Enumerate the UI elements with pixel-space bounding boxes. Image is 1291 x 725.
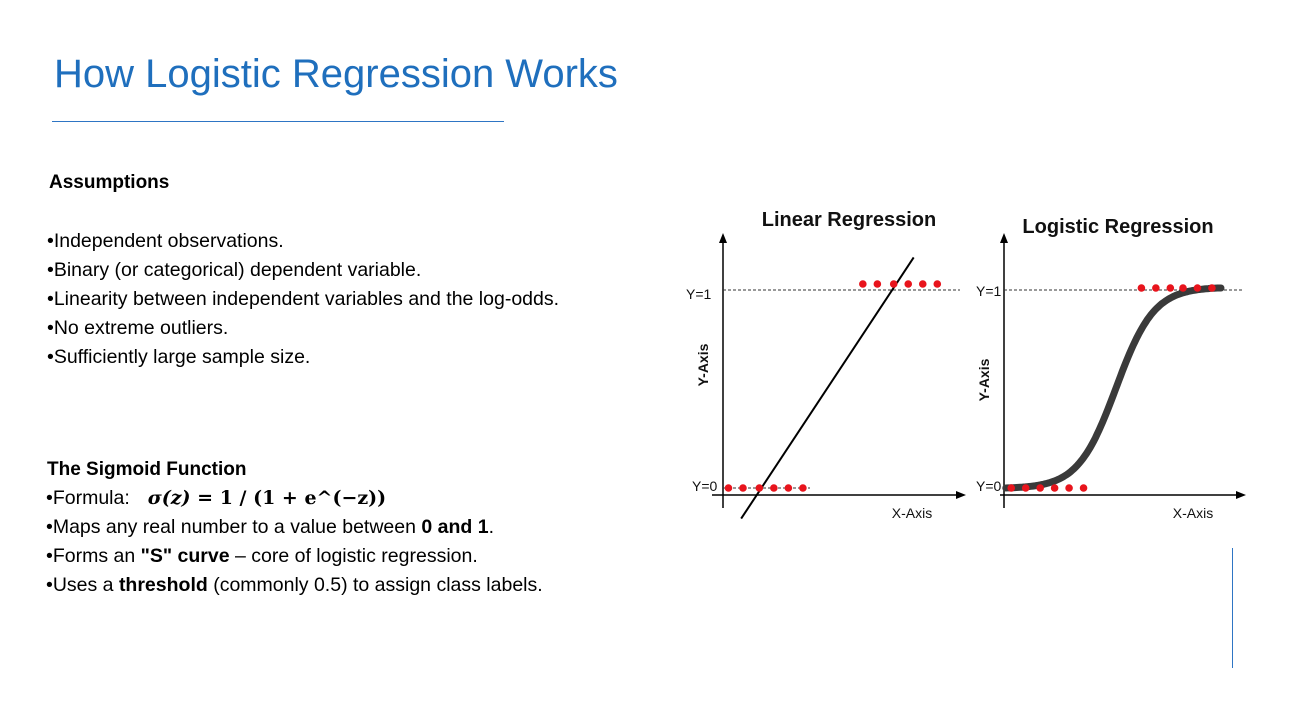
data-point — [889, 280, 898, 288]
sigmoid-curve — [1002, 284, 1225, 492]
data-point — [1193, 284, 1202, 292]
logistic-y-axis-label: Y-Axis — [976, 358, 992, 401]
data-point — [739, 484, 747, 492]
assumption-item: •Linearity between independent variables… — [47, 288, 560, 310]
logistic-chart-title: Logistic Regression — [1022, 216, 1213, 238]
data-point — [1179, 284, 1187, 292]
logistic-y1-tick-label: Y=1 — [976, 283, 1002, 299]
logistic-regression-chart: Logistic Regression Y=1 Y=0 Y-Axis X-Axi… — [976, 216, 1246, 521]
linear-fit-line — [740, 256, 915, 520]
data-point — [1137, 284, 1146, 292]
data-point — [918, 280, 927, 288]
sigmoid-item: •Maps any real number to a value between… — [46, 516, 495, 538]
logistic-y0-tick-label: Y=0 — [976, 478, 1002, 494]
sigmoid-formula: σ(z) = 1 / (1 + e^(−z)) — [147, 487, 387, 509]
assumptions-heading: Assumptions — [49, 172, 170, 193]
sigmoid-heading: The Sigmoid Function — [47, 459, 247, 480]
sigmoid-list: •Formula: σ(z) = 1 / (1 + e^(−z)) •Maps a… — [46, 484, 543, 600]
data-point — [1208, 284, 1216, 292]
assumption-item: •Sufficiently large sample size. — [47, 346, 311, 368]
data-point — [799, 484, 807, 492]
data-point — [1152, 284, 1160, 292]
decorative-vertical-rule — [1232, 548, 1233, 668]
linear-y0-tick-label: Y=0 — [692, 478, 718, 494]
linear-y1-tick-label: Y=1 — [686, 286, 712, 302]
logistic-x-axis-arrow-icon — [1236, 491, 1246, 499]
logistic-data-points — [1007, 284, 1216, 492]
sigmoid-item: •Uses a threshold (commonly 0.5) to assi… — [46, 574, 543, 596]
data-point — [1021, 484, 1030, 492]
data-point — [904, 280, 913, 288]
data-point — [1050, 484, 1059, 492]
data-point — [1065, 484, 1073, 492]
slide-title: How Logistic Regression Works — [54, 52, 618, 96]
data-point — [933, 280, 942, 288]
data-point — [1079, 484, 1088, 492]
linear-regression-chart: Linear Regression Y=1 Y=0 Y-Axis X-Axis — [686, 209, 966, 521]
data-point — [1166, 284, 1175, 292]
linear-data-points — [724, 280, 942, 492]
formula-label: Formula: — [52, 487, 130, 509]
logistic-x-axis-label: X-Axis — [1173, 505, 1213, 521]
data-point — [755, 484, 764, 492]
linear-x-axis-label: X-Axis — [892, 505, 932, 521]
assumption-item: •Binary (or categorical) dependent varia… — [47, 259, 422, 281]
sigmoid-formula-item: •Formula: σ(z) = 1 / (1 + e^(−z)) — [46, 487, 387, 509]
assumption-item: •Independent observations. — [47, 230, 284, 252]
assumption-item: •No extreme outliers. — [47, 317, 229, 339]
linear-y-axis-label: Y-Axis — [695, 343, 711, 386]
linear-chart-title: Linear Regression — [762, 209, 937, 231]
linear-x-axis-arrow-icon — [956, 491, 966, 499]
data-point — [1036, 484, 1044, 492]
logistic-y-axis-arrow-icon — [1000, 233, 1008, 243]
data-point — [873, 280, 882, 288]
data-point — [770, 484, 778, 492]
sigmoid-item: •Forms an "S" curve – core of logistic r… — [46, 545, 478, 567]
data-point — [1007, 484, 1016, 492]
data-point — [859, 280, 867, 288]
linear-y-axis-arrow-icon — [719, 233, 727, 243]
data-point — [784, 484, 793, 492]
assumptions-list: •Independent observations. •Binary (or c… — [47, 227, 559, 372]
title-underline — [52, 121, 504, 122]
data-point — [724, 484, 733, 492]
